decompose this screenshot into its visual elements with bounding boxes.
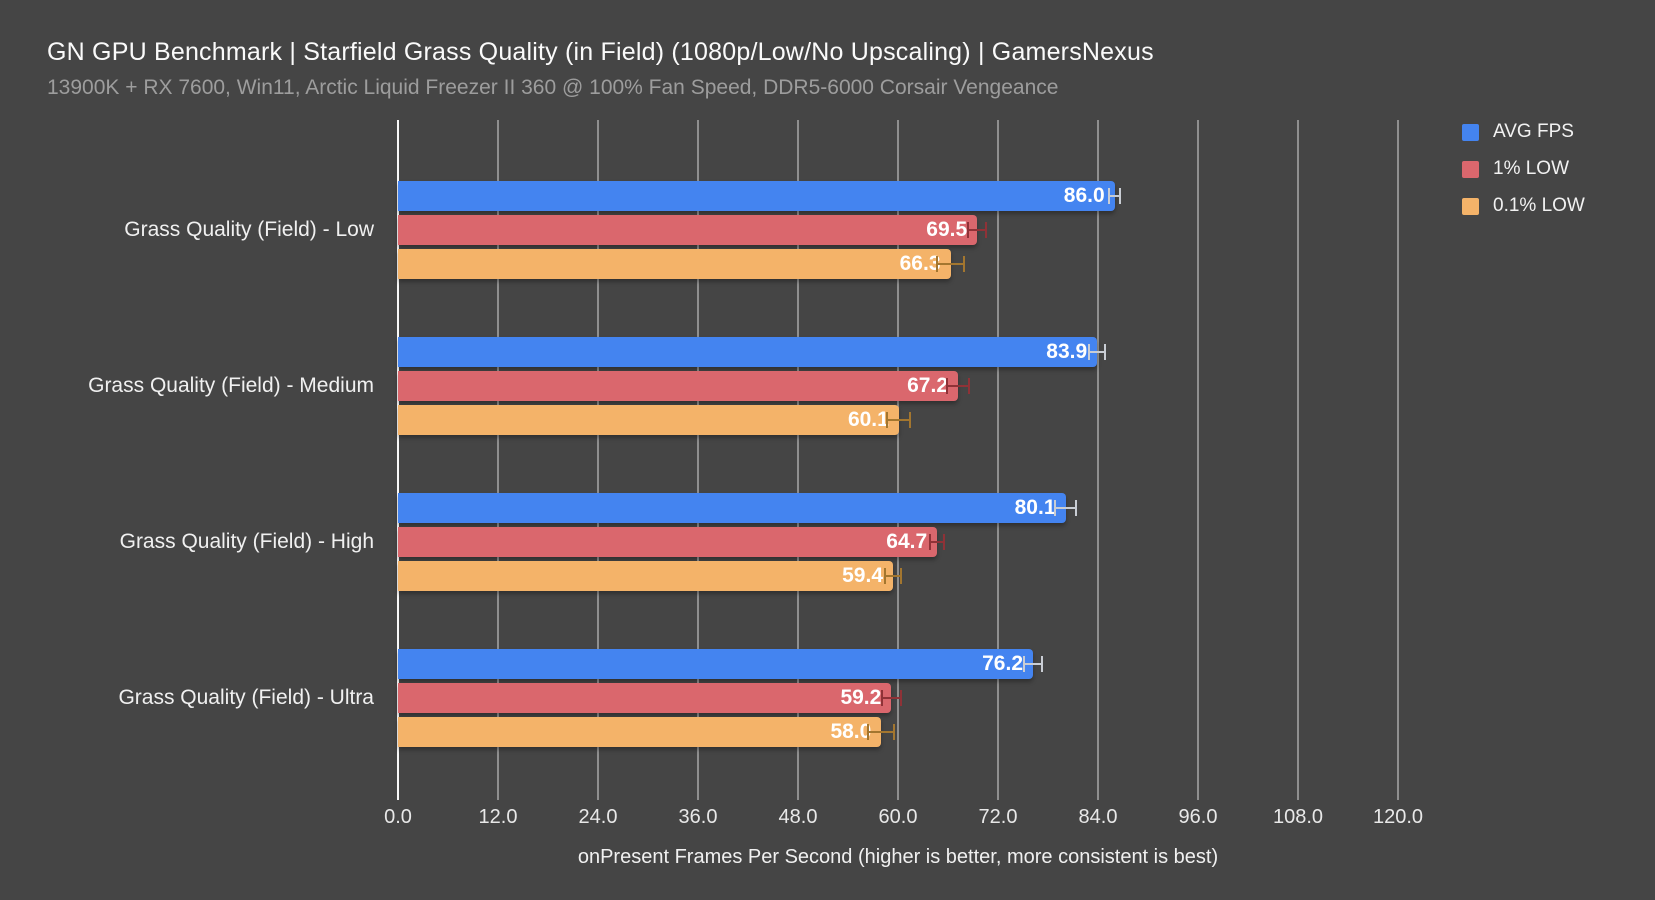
bar-1-low: 59.2 <box>398 683 892 713</box>
category-label: Grass Quality (Field) - High <box>119 530 374 553</box>
bar-value-label: 69.5 <box>926 218 968 241</box>
error-bar-line <box>1110 195 1120 197</box>
bar-value-label: 59.2 <box>840 686 882 709</box>
x-tick-label: 108.0 <box>1272 806 1324 828</box>
gridline <box>797 120 799 800</box>
x-tick-label: 72.0 <box>978 806 1018 828</box>
x-tick-label: 96.0 <box>1178 806 1218 828</box>
plot-area: 86.0 83.9 80.1 76.2 69.5 67.2 64.7 59.2 66.3 60.1… <box>397 120 1538 800</box>
error-bar-line <box>930 541 944 543</box>
bar-0.1-low: 60.1 <box>398 405 899 435</box>
category-axis: Grass Quality (Field) - Low Grass Quality… <box>0 120 374 800</box>
error-bar <box>867 724 896 740</box>
bar-0.1-low: 59.4 <box>398 561 893 591</box>
bar-1-low: 67.2 <box>398 371 958 401</box>
bar-value-label: 83.9 <box>1046 340 1088 363</box>
gridline <box>697 120 699 800</box>
bar-avg-fps: 80.1 <box>398 493 1066 523</box>
category-label: Grass Quality (Field) - Low <box>124 218 374 241</box>
gridline <box>1097 120 1099 800</box>
x-tick-label: 36.0 <box>678 806 718 828</box>
error-bar-line <box>888 419 910 421</box>
legend-label: 1% LOW <box>1493 158 1570 179</box>
error-bar <box>886 412 912 428</box>
x-tick-label: 60.0 <box>878 806 918 828</box>
legend-label: 0.1% LOW <box>1493 195 1585 216</box>
gridline <box>1197 120 1199 800</box>
legend-item: 0.1% LOW <box>1462 195 1585 217</box>
bar-value-label: 59.4 <box>842 564 883 587</box>
error-bar-line <box>948 385 968 387</box>
legend-swatch <box>1462 123 1479 141</box>
error-bar-line <box>1025 663 1041 665</box>
bar-0.1-low: 58.0 <box>398 717 882 747</box>
error-bar <box>880 690 903 706</box>
gridline <box>897 120 899 800</box>
x-tick-label: 0.0 <box>384 806 412 828</box>
bar-value-label: 76.2 <box>982 652 1023 675</box>
error-bar <box>967 222 988 238</box>
y-axis-line <box>397 120 399 800</box>
legend-label: AVG FPS <box>1493 121 1574 142</box>
x-axis-ticks: 0.0 12.0 24.0 36.0 48.0 60.0 72.0 84.0 96.0 108.0… <box>384 806 1538 834</box>
chart-title: GN GPU Benchmark | Starfield Grass Quali… <box>47 38 1154 66</box>
gridline <box>1397 120 1399 800</box>
error-bar <box>1108 188 1122 204</box>
error-bar-line <box>869 731 894 733</box>
error-bar <box>883 568 903 584</box>
category-label: Grass Quality (Field) - Ultra <box>118 686 374 709</box>
error-bar <box>936 256 965 272</box>
x-tick-label: 24.0 <box>578 806 618 828</box>
error-bar-line <box>885 575 901 577</box>
error-bar-line <box>1055 507 1076 509</box>
x-tick-label: 120.0 <box>1372 806 1424 828</box>
gridline <box>997 120 999 800</box>
bar-value-label: 66.3 <box>899 252 941 275</box>
bar-0.1-low: 66.3 <box>398 249 951 279</box>
bar-value-label: 86.0 <box>1063 184 1105 207</box>
error-bar-line <box>969 229 986 231</box>
error-bar-line <box>1090 351 1105 353</box>
error-bar <box>1023 656 1043 672</box>
gridline <box>497 120 499 800</box>
legend-item: AVG FPS <box>1462 121 1574 143</box>
error-bar-line <box>882 697 901 699</box>
gridline <box>1297 120 1299 800</box>
error-bar <box>1053 500 1078 516</box>
bar-1-low: 69.5 <box>398 215 978 245</box>
legend-swatch <box>1462 160 1479 178</box>
legend-item: 1% LOW <box>1462 158 1569 180</box>
bar-value-label: 67.2 <box>907 374 948 397</box>
gridline <box>597 120 599 800</box>
x-axis-label: onPresent Frames Per Second (higher is b… <box>577 846 1219 868</box>
x-tick-label: 84.0 <box>1078 806 1118 828</box>
x-tick-label: 48.0 <box>778 806 818 828</box>
bar-value-label: 58.0 <box>830 720 872 743</box>
bar-1-low: 64.7 <box>398 527 938 557</box>
bar-value-label: 64.7 <box>886 530 928 553</box>
bar-value-label: 60.1 <box>847 408 889 431</box>
bar-avg-fps: 83.9 <box>398 337 1098 367</box>
bar-avg-fps: 76.2 <box>398 649 1033 679</box>
error-bar <box>946 378 970 394</box>
error-bar <box>928 534 946 550</box>
x-tick-label: 12.0 <box>478 806 518 828</box>
bar-value-label: 80.1 <box>1014 496 1056 519</box>
bar-avg-fps: 86.0 <box>398 181 1115 211</box>
error-bar-line <box>938 263 963 265</box>
category-label: Grass Quality (Field) - Medium <box>88 374 374 397</box>
error-bar <box>1088 344 1107 360</box>
chart-subtitle: 13900K + RX 7600, Win11, Arctic Liquid F… <box>47 76 1059 99</box>
legend-swatch <box>1462 197 1479 215</box>
